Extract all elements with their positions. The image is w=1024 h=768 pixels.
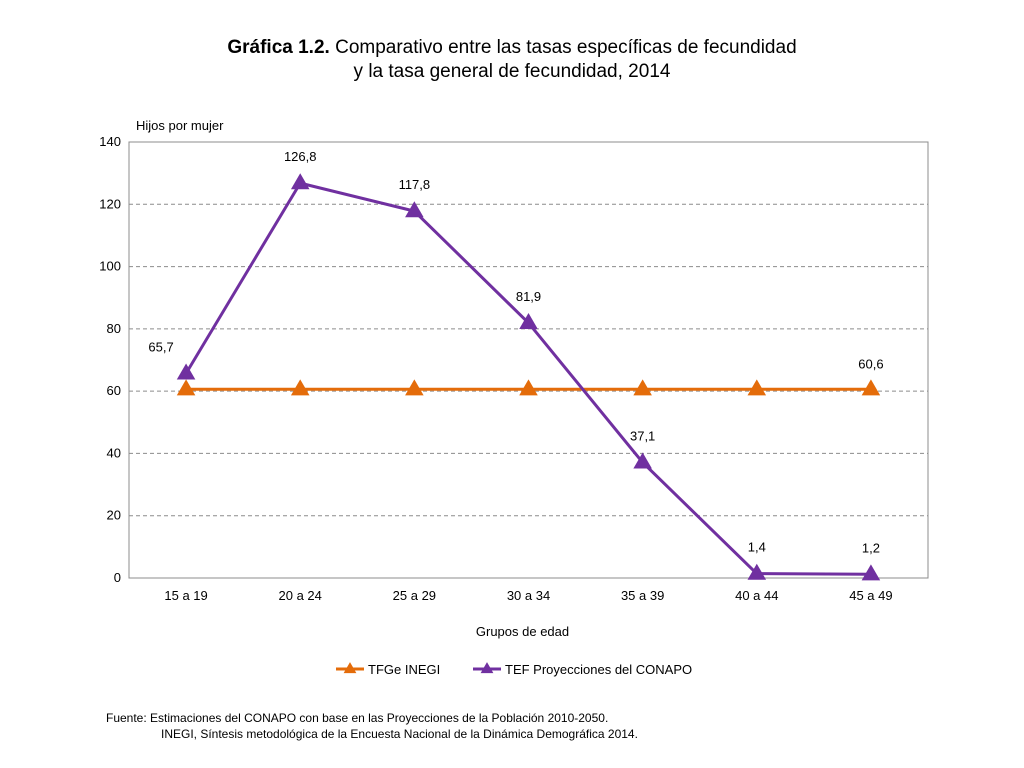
series-marker — [633, 452, 652, 469]
x-tick-label: 30 a 34 — [507, 588, 550, 603]
chart-title-line2: y la tasa general de fecundidad, 2014 — [353, 61, 671, 82]
x-tick-label: 45 a 49 — [849, 588, 892, 603]
series-marker — [747, 563, 767, 580]
chart-title-text: Comparativo entre las tasas específicas … — [335, 37, 797, 58]
legend-label: TFGe INEGI — [368, 662, 440, 677]
x-tick-label: 25 a 29 — [393, 588, 436, 603]
legend-marker — [480, 662, 494, 674]
data-label: 65,7 — [148, 339, 173, 354]
series-marker — [290, 379, 310, 396]
source-line-1: Fuente: Estimaciones del CONAPO con base… — [106, 711, 609, 725]
y-tick-label: 140 — [99, 134, 121, 149]
chart-title-prefix: Gráfica 1.2. — [227, 37, 330, 58]
chart-title: Gráfica 1.2. Comparativo entre las tasas… — [0, 36, 1024, 84]
legend-label: TEF Proyecciones del CONAPO — [505, 662, 692, 677]
series-marker — [633, 379, 652, 396]
x-tick-label: 15 a 19 — [164, 588, 207, 603]
y-tick-label: 40 — [107, 445, 121, 460]
data-label: 126,8 — [284, 149, 317, 164]
data-label: 1,4 — [748, 540, 766, 555]
series-marker — [861, 379, 881, 396]
data-label: 37,1 — [630, 428, 655, 443]
x-tick-label: 40 a 44 — [735, 588, 778, 603]
data-label: 117,8 — [399, 177, 431, 192]
chart-title-line1: Gráfica 1.2. Comparativo entre las tasas… — [0, 36, 1024, 60]
data-label: 81,9 — [516, 289, 541, 304]
x-tick-label: 20 a 24 — [279, 588, 322, 603]
series-marker — [176, 363, 196, 380]
data-label: 60,6 — [858, 356, 883, 371]
data-label: 1,2 — [862, 540, 880, 555]
source-line-2: INEGI, Síntesis metodológica de la Encue… — [161, 727, 638, 741]
x-tick-label: 35 a 39 — [621, 588, 664, 603]
y-tick-label: 120 — [99, 196, 121, 211]
legend-marker — [343, 662, 357, 674]
series-marker — [405, 201, 424, 218]
series-marker — [861, 564, 881, 581]
series-marker — [519, 313, 538, 330]
x-axis-label: Grupos de edad — [476, 624, 569, 639]
y-axis-label: Hijos por mujer — [136, 118, 224, 133]
y-tick-label: 20 — [107, 508, 121, 523]
plot-area-frame — [128, 141, 929, 579]
y-tick-label: 60 — [107, 383, 121, 398]
series-marker — [405, 379, 424, 396]
y-tick-label: 100 — [99, 259, 121, 274]
y-tick-label: 80 — [107, 321, 121, 336]
series-marker — [519, 379, 538, 396]
series-marker — [176, 379, 196, 396]
y-tick-label: 0 — [114, 570, 121, 585]
series-marker — [290, 173, 310, 190]
source-note: Fuente: Estimaciones del CONAPO con base… — [106, 710, 638, 742]
series-marker — [747, 379, 767, 396]
